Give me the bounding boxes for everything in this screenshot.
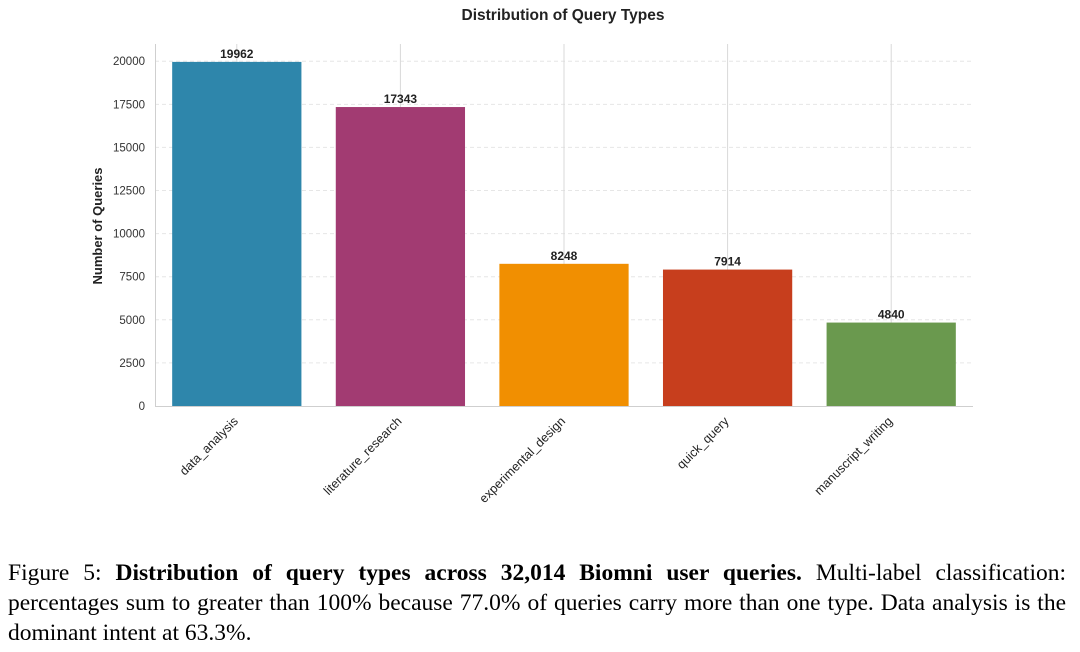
x-tick-labels: data_analysis literature_research experime… xyxy=(177,414,895,506)
y-tick-label: 20000 xyxy=(113,56,145,68)
x-tick-label: experimental_design xyxy=(477,414,568,505)
x-tick-label: data_analysis xyxy=(177,414,241,478)
bar-experimental_design xyxy=(499,263,629,406)
y-tick-label: 15000 xyxy=(113,142,145,154)
y-tick-label: 12500 xyxy=(113,186,145,198)
bar-literature_research xyxy=(335,107,466,407)
data-labels: 19962 17343 8248 7914 4840 xyxy=(220,47,905,322)
bar-data_analysis xyxy=(172,61,302,407)
caption-bold: Distribution of query types across 32,01… xyxy=(115,560,802,586)
y-tick-label: 5000 xyxy=(119,315,145,327)
bar-manuscript_writing xyxy=(826,322,956,406)
data-label: 19962 xyxy=(220,47,254,61)
y-tick-labels: 0 2500 5000 7500 10000 12500 15000 17500 20000 xyxy=(113,56,145,413)
bar-quick_query xyxy=(662,269,793,406)
y-tick-label: 10000 xyxy=(113,229,145,241)
x-tick-label: literature_research xyxy=(321,414,405,498)
y-tick-label: 17500 xyxy=(113,99,145,111)
y-tick-label: 7500 xyxy=(119,272,145,284)
data-label: 7914 xyxy=(714,255,741,269)
x-tick-label: manuscript_writing xyxy=(812,414,896,498)
y-tick-label: 0 xyxy=(139,401,145,413)
data-label: 17343 xyxy=(384,92,418,106)
data-label: 4840 xyxy=(878,308,905,322)
figure-caption: Figure 5: Distribution of query types ac… xyxy=(8,558,1066,648)
bars xyxy=(172,61,956,407)
caption-text: Multi-label classification: percentages … xyxy=(8,560,1066,646)
bar-chart: Distribution of Query Types Number of Qu… xyxy=(90,7,973,506)
data-label: 8248 xyxy=(551,249,578,263)
y-axis-label: Number of Queries xyxy=(90,167,105,284)
caption-prefix: Figure 5: xyxy=(8,560,116,586)
y-tick-label: 2500 xyxy=(119,358,145,370)
x-tick-label: quick_query xyxy=(674,414,732,472)
chart-title: Distribution of Query Types xyxy=(462,7,665,24)
